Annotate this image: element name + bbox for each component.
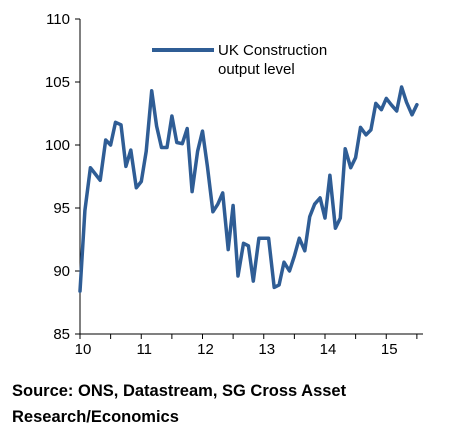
- legend-label-line2: output level: [218, 61, 295, 78]
- y-tick-label: 95: [53, 200, 70, 217]
- x-tick-label: 12: [197, 341, 214, 358]
- y-tick-label: 85: [53, 326, 70, 343]
- plot-area: [78, 85, 419, 293]
- x-tick-label: 15: [381, 341, 398, 358]
- x-tick-label: 13: [258, 341, 275, 358]
- legend: UK Construction output level: [152, 42, 327, 78]
- y-tick-label: 90: [53, 263, 70, 280]
- axes: 85 90 95 100 105 110 10 11 12 13 14 15: [45, 11, 423, 358]
- legend-label-line1: UK Construction: [218, 42, 327, 59]
- x-tick-label: 10: [75, 341, 92, 358]
- x-tick-label: 14: [320, 341, 337, 358]
- source-note: Source: ONS, Datastream, SG Cross Asset …: [12, 382, 347, 426]
- y-tick-label: 110: [46, 11, 70, 28]
- x-tick-label: 11: [136, 341, 152, 358]
- y-tick-label: 100: [45, 137, 70, 154]
- y-tick-label: 105: [45, 74, 70, 91]
- chart: 85 90 95 100 105 110 10 11 12 13 14 15 UK Construct…: [45, 11, 423, 358]
- series-line-uk-construction: [78, 85, 419, 293]
